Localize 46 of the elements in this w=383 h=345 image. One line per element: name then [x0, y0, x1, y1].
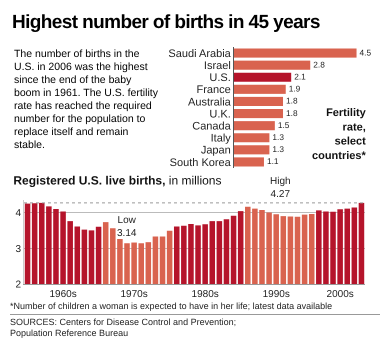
y-tick-label: 3 [15, 244, 22, 255]
bar [234, 121, 275, 130]
data-label: 2.1 [294, 72, 306, 82]
bar [234, 145, 270, 154]
text: The number of births in the U.S. in 2006 was the highest since the end of the baby boom in 1961. The U.S. fertility rate has reached the required number for the population to replace itself and remain stable. [14, 48, 159, 152]
data-label: 1.1 [266, 156, 279, 166]
bar [234, 60, 310, 70]
y-tick-label: Israel [204, 60, 231, 72]
y-tick-label: U.S. [209, 72, 231, 84]
y-tick-label: U.K. [209, 108, 231, 120]
data-label: 1.3 [272, 144, 284, 154]
y-tick-label: 2 [15, 280, 22, 290]
data-label: 1.9 [288, 84, 301, 94]
bar [234, 157, 264, 166]
bar [234, 48, 357, 58]
data-label: 1.5 [278, 120, 290, 130]
x-tick-label: 1990s [262, 289, 290, 300]
annotation: High 4.27 [270, 176, 291, 200]
data-label: 1.8 [286, 96, 298, 106]
bar [234, 109, 284, 118]
x-tick-label: 1980s [192, 289, 219, 300]
y-tick-label: Japan [200, 144, 231, 157]
bar [234, 96, 284, 106]
data-label: 4.5 [360, 47, 372, 58]
chart-title: Registered U.S. live births, in millions [13, 173, 222, 188]
text: *Number of children a woman is expected to have in her life; latest data available [10, 301, 334, 312]
annotation: Low 3.14 [117, 215, 137, 239]
bar [234, 84, 286, 94]
y-tick-label: South Korea [170, 156, 232, 169]
y-tick-label: Australia [188, 96, 232, 108]
source-note: SOURCES: Centers for Disease Control and Prevention; Population Reference Bureau [10, 314, 380, 339]
chart-title: Highest number of births in 45 years [12, 12, 320, 34]
data-label: 1.3 [272, 132, 284, 142]
annotation: Fertility rate, select countries* [312, 107, 367, 162]
x-tick-label: 1960s [49, 289, 77, 300]
y-tick-label: Italy [210, 132, 232, 145]
y-tick-label: 4 [15, 208, 22, 220]
y-tick-label: France [196, 84, 231, 96]
y-tick-label: Canada [192, 120, 232, 132]
bar [234, 72, 292, 82]
data-label: 1.8 [286, 108, 298, 118]
bar [234, 133, 270, 142]
y-tick-label: Saudi Arabia [168, 48, 232, 60]
data-label: 2.8 [313, 59, 326, 70]
x-tick-label: 2000s [326, 289, 354, 300]
x-tick-label: 1970s [120, 289, 148, 300]
